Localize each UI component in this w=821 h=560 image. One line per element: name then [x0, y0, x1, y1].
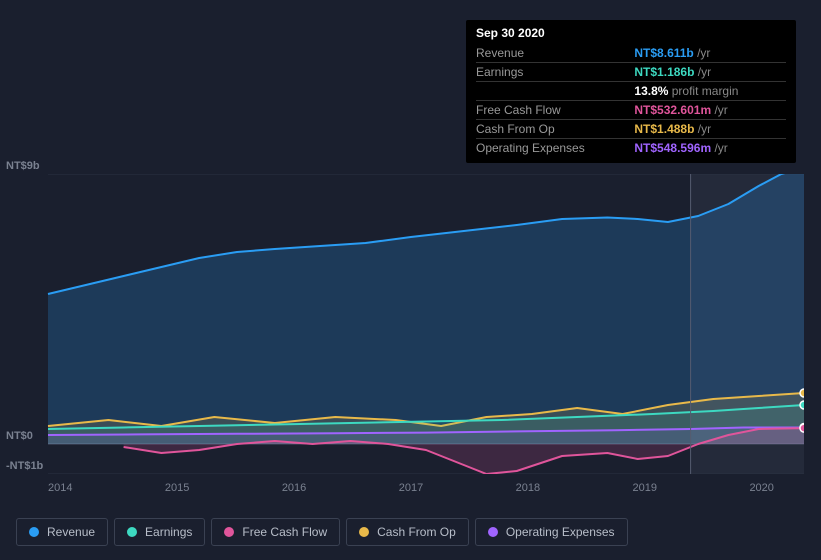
legend-label: Cash From Op: [377, 525, 456, 539]
tooltip-row-value: NT$548.596m /yr: [634, 139, 786, 158]
tooltip-row-value: 13.8% profit margin: [634, 82, 786, 101]
y-tick-label: NT$9b: [6, 160, 40, 172]
legend-item[interactable]: Cash From Op: [346, 518, 469, 546]
legend-swatch: [488, 527, 498, 537]
tooltip-rows: RevenueNT$8.611b /yrEarningsNT$1.186b /y…: [476, 44, 786, 157]
tooltip-row-label: Operating Expenses: [476, 139, 634, 158]
tooltip-row-value: NT$1.488b /yr: [634, 120, 786, 139]
chart-legend: Revenue Earnings Free Cash Flow Cash From O…: [16, 518, 628, 546]
tooltip-row-value: NT$532.601m /yr: [634, 101, 786, 120]
legend-swatch: [359, 527, 369, 537]
x-tick-label: 2017: [399, 482, 423, 494]
legend-swatch: [127, 527, 137, 537]
x-tick-label: 2014: [48, 482, 72, 494]
tooltip-row-label: [476, 82, 634, 101]
legend-label: Free Cash Flow: [242, 525, 327, 539]
x-tick-label: 2019: [633, 482, 657, 494]
x-tick-label: 2018: [516, 482, 540, 494]
financials-chart[interactable]: [0, 174, 804, 474]
legend-item[interactable]: Earnings: [114, 518, 205, 546]
legend-label: Operating Expenses: [506, 525, 615, 539]
tooltip-row-label: Free Cash Flow: [476, 101, 634, 120]
x-axis-labels: 2014 2015 2016 2017 2018 2019 2020: [48, 482, 774, 494]
x-tick-label: 2020: [749, 482, 773, 494]
legend-swatch: [224, 527, 234, 537]
tooltip-row-label: Revenue: [476, 44, 634, 63]
legend-item[interactable]: Operating Expenses: [475, 518, 628, 546]
legend-swatch: [29, 527, 39, 537]
tooltip-row-label: Earnings: [476, 63, 634, 82]
legend-label: Earnings: [145, 525, 192, 539]
tooltip-row-label: Cash From Op: [476, 120, 634, 139]
x-tick-label: 2016: [282, 482, 306, 494]
tooltip-row-value: NT$1.186b /yr: [634, 63, 786, 82]
legend-item[interactable]: Free Cash Flow: [211, 518, 340, 546]
tooltip-date: Sep 30 2020: [476, 26, 786, 44]
legend-label: Revenue: [47, 525, 95, 539]
x-tick-label: 2015: [165, 482, 189, 494]
chart-tooltip: Sep 30 2020 RevenueNT$8.611b /yrEarnings…: [466, 20, 796, 163]
legend-item[interactable]: Revenue: [16, 518, 108, 546]
tooltip-row-value: NT$8.611b /yr: [634, 44, 786, 63]
